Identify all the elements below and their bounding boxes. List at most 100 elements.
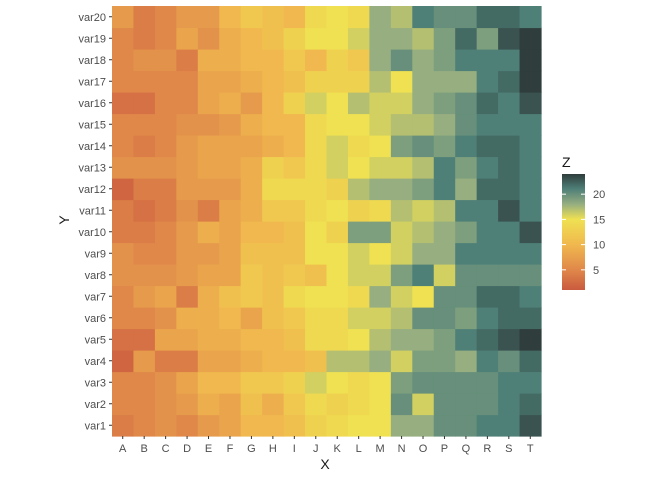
heatmap-cell-F-var9 bbox=[219, 242, 242, 265]
heatmap-cell-E-var12 bbox=[197, 178, 220, 201]
y-tick-label: var3 bbox=[85, 377, 106, 389]
y-tick-label: var17 bbox=[78, 76, 106, 88]
heatmap-cell-E-var9 bbox=[197, 242, 220, 265]
x-tick-label: H bbox=[269, 443, 277, 455]
x-tick-label: Q bbox=[462, 443, 471, 455]
heatmap-cell-Q-var4 bbox=[455, 350, 478, 373]
heatmap-cell-I-var10 bbox=[283, 221, 306, 244]
heatmap-cell-O-var18 bbox=[412, 49, 435, 72]
heatmap-cell-L-var7 bbox=[347, 285, 370, 308]
x-tick-label: A bbox=[119, 443, 127, 455]
heatmap-cell-D-var19 bbox=[176, 27, 199, 50]
heatmap-cell-O-var11 bbox=[412, 199, 435, 222]
heatmap-cell-T-var6 bbox=[519, 307, 542, 330]
heatmap-cell-C-var10 bbox=[154, 221, 177, 244]
heatmap-cell-P-var18 bbox=[433, 49, 456, 72]
heatmap-cell-T-var5 bbox=[519, 328, 542, 351]
heatmap-cell-B-var15 bbox=[133, 113, 156, 136]
heatmap-cell-R-var6 bbox=[476, 307, 499, 330]
heatmap-cell-A-var13 bbox=[112, 156, 135, 179]
heatmap-cell-I-var11 bbox=[283, 199, 306, 222]
heatmap-cell-M-var15 bbox=[369, 113, 392, 136]
heatmap-cell-I-var7 bbox=[283, 285, 306, 308]
heatmap-cell-Q-var11 bbox=[455, 199, 478, 222]
heatmap-cell-T-var13 bbox=[519, 156, 542, 179]
heatmap-cell-J-var5 bbox=[305, 328, 328, 351]
x-tick-label: G bbox=[247, 443, 256, 455]
heatmap-cell-S-var18 bbox=[498, 49, 521, 72]
heatmap-cell-Q-var10 bbox=[455, 221, 478, 244]
x-tick-label: F bbox=[227, 443, 234, 455]
x-tick-label: T bbox=[527, 443, 534, 455]
heatmap-cell-F-var8 bbox=[219, 264, 242, 287]
heatmap-cell-F-var17 bbox=[219, 70, 242, 93]
heatmap-cell-T-var14 bbox=[519, 135, 542, 158]
heatmap-cell-J-var11 bbox=[305, 199, 328, 222]
heatmap-cell-D-var17 bbox=[176, 70, 199, 93]
heatmap-cell-J-var7 bbox=[305, 285, 328, 308]
heatmap-cell-Q-var7 bbox=[455, 285, 478, 308]
heatmap-cell-Q-var5 bbox=[455, 328, 478, 351]
heatmap-cell-B-var14 bbox=[133, 135, 156, 158]
heatmap-cell-R-var9 bbox=[476, 242, 499, 265]
heatmap-cell-I-var5 bbox=[283, 328, 306, 351]
heatmap-cell-C-var16 bbox=[154, 92, 177, 115]
heatmap-cell-M-var9 bbox=[369, 242, 392, 265]
heatmap-cell-P-var11 bbox=[433, 199, 456, 222]
heatmap-cell-G-var4 bbox=[240, 350, 263, 373]
heatmap-cell-S-var6 bbox=[498, 307, 521, 330]
legend-title: Z bbox=[562, 154, 571, 170]
heatmap-cell-R-var20 bbox=[476, 6, 499, 29]
heatmap-cell-M-var1 bbox=[369, 414, 392, 437]
legend-tick-label: 15 bbox=[593, 214, 605, 226]
heatmap-cell-E-var8 bbox=[197, 264, 220, 287]
heatmap-cell-D-var14 bbox=[176, 135, 199, 158]
heatmap-cell-Q-var19 bbox=[455, 27, 478, 50]
heatmap-cell-B-var16 bbox=[133, 92, 156, 115]
heatmap-cell-L-var9 bbox=[347, 242, 370, 265]
heatmap-cell-T-var2 bbox=[519, 393, 542, 416]
heatmap-cell-S-var19 bbox=[498, 27, 521, 50]
heatmap-cell-O-var20 bbox=[412, 6, 435, 29]
heatmap-cell-N-var16 bbox=[390, 92, 413, 115]
y-tick-label: var16 bbox=[78, 98, 106, 110]
heatmap-cell-B-var3 bbox=[133, 371, 156, 394]
heatmap-cell-A-var10 bbox=[112, 221, 135, 244]
heatmap-cell-C-var15 bbox=[154, 113, 177, 136]
heatmap-cell-C-var9 bbox=[154, 242, 177, 265]
heatmap-cell-P-var3 bbox=[433, 371, 456, 394]
heatmap-cell-O-var13 bbox=[412, 156, 435, 179]
heatmap-cell-J-var2 bbox=[305, 393, 328, 416]
heatmap-cell-P-var15 bbox=[433, 113, 456, 136]
heatmap-cell-G-var9 bbox=[240, 242, 263, 265]
heatmap-cell-G-var6 bbox=[240, 307, 263, 330]
heatmap-cell-M-var2 bbox=[369, 393, 392, 416]
heatmap-cell-C-var3 bbox=[154, 371, 177, 394]
heatmap-cell-L-var3 bbox=[347, 371, 370, 394]
heatmap-cell-N-var15 bbox=[390, 113, 413, 136]
heatmap-cell-S-var4 bbox=[498, 350, 521, 373]
heatmap-cell-J-var18 bbox=[305, 49, 328, 72]
heatmap-cell-P-var13 bbox=[433, 156, 456, 179]
y-tick-label: var15 bbox=[78, 119, 106, 131]
heatmap-cell-A-var7 bbox=[112, 285, 135, 308]
heatmap-cell-D-var10 bbox=[176, 221, 199, 244]
heatmap-cell-G-var8 bbox=[240, 264, 263, 287]
y-tick-label: var20 bbox=[78, 12, 106, 24]
heatmap-cell-B-var2 bbox=[133, 393, 156, 416]
heatmap-cell-A-var2 bbox=[112, 393, 135, 416]
heatmap-cell-F-var4 bbox=[219, 350, 242, 373]
heatmap-cell-R-var16 bbox=[476, 92, 499, 115]
heatmap-cell-D-var1 bbox=[176, 414, 199, 437]
heatmap-cell-D-var8 bbox=[176, 264, 199, 287]
heatmap-cell-M-var20 bbox=[369, 6, 392, 29]
heatmap-cell-Q-var13 bbox=[455, 156, 478, 179]
heatmap-cell-B-var1 bbox=[133, 414, 156, 437]
heatmap-cell-N-var14 bbox=[390, 135, 413, 158]
heatmap-cell-Q-var15 bbox=[455, 113, 478, 136]
heatmap-cell-R-var17 bbox=[476, 70, 499, 93]
heatmap-cell-M-var8 bbox=[369, 264, 392, 287]
heatmap-cell-L-var15 bbox=[347, 113, 370, 136]
heatmap-cell-E-var15 bbox=[197, 113, 220, 136]
heatmap-cell-H-var14 bbox=[262, 135, 285, 158]
